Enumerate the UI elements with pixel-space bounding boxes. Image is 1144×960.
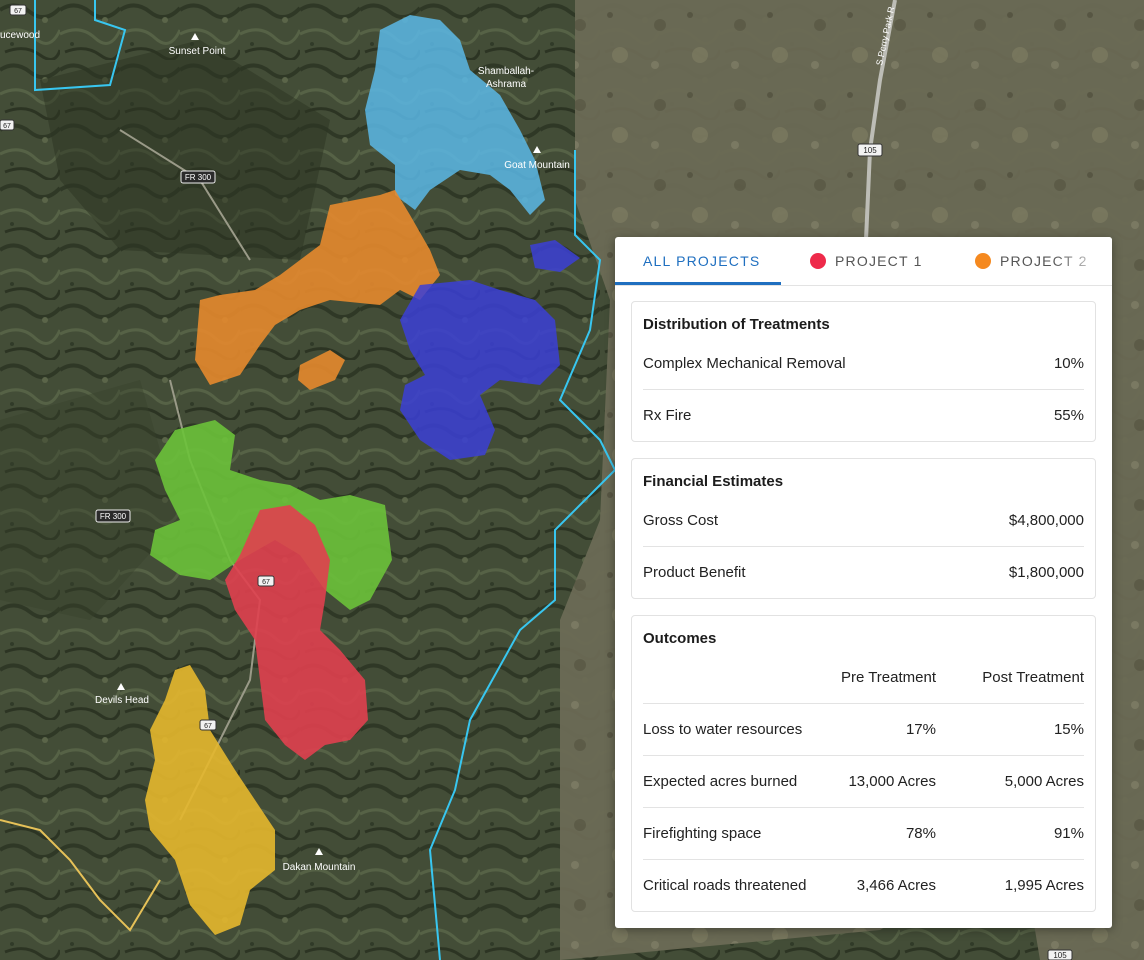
- project-tabs: ALL PROJECTS PROJECT 1 PROJECT 2: [615, 237, 1112, 286]
- place-goat-mountain: Goat Mountain: [504, 146, 570, 171]
- road-shield-105-bottom: 105: [1047, 949, 1073, 960]
- row-label: Rx Fire: [643, 406, 692, 424]
- road-shield-67-c: 67: [257, 575, 275, 587]
- road-shield-67-a: 67: [9, 4, 27, 16]
- project-polygon-red[interactable]: [225, 505, 368, 760]
- road-shield-105-top: 105: [857, 143, 883, 157]
- road-shield-label: 105: [863, 146, 877, 155]
- row-label: Critical roads threatened: [643, 876, 807, 894]
- place-shamballah-ashrama: Shamballah- Ashrama: [478, 66, 534, 90]
- outcomes-card: Outcomes Pre Treatment Post Treatment Lo…: [631, 615, 1096, 912]
- place-label: Dakan Mountain: [283, 862, 356, 873]
- column-header-pre: Pre Treatment: [840, 668, 936, 686]
- road-shield-label: 67: [204, 723, 212, 730]
- row-value: $1,800,000: [1008, 563, 1084, 581]
- road-shield-fr300-top: FR 300: [180, 170, 216, 184]
- place-sunset-point: Sunset Point: [169, 33, 226, 57]
- place-dakan-mountain: Dakan Mountain: [283, 848, 356, 873]
- place-devils-head: Devils Head: [95, 683, 149, 706]
- post-value: 91%: [1053, 824, 1084, 842]
- outcomes-row: Firefighting space 78% 91%: [643, 807, 1084, 859]
- road-shield-label: FR 300: [100, 512, 127, 521]
- financial-card: Financial Estimates Gross Cost $4,800,00…: [631, 458, 1096, 599]
- project-1-color-dot-icon: [810, 253, 826, 269]
- financial-row: Product Benefit $1,800,000: [643, 546, 1084, 598]
- post-value: 5,000 Acres: [1004, 772, 1084, 790]
- row-divider: [643, 546, 1084, 547]
- row-divider: [643, 859, 1084, 860]
- road-shield-label: 67: [3, 123, 11, 130]
- boundary-line-east: [428, 150, 617, 960]
- outcomes-row: Expected acres burned 13,000 Acres 5,000…: [643, 755, 1084, 807]
- row-divider: [643, 389, 1084, 390]
- row-divider: [643, 807, 1084, 808]
- post-value: 15%: [1053, 720, 1084, 738]
- boundary-line-county: [0, 819, 161, 932]
- distribution-row: Complex Mechanical Removal 10%: [643, 337, 1084, 389]
- project-polygon-yellow[interactable]: [145, 665, 275, 935]
- outcomes-row: Loss to water resources 17% 15%: [643, 703, 1084, 755]
- row-label: Expected acres burned: [643, 772, 798, 790]
- boundary-line: [34, 0, 127, 92]
- row-label: Product Benefit: [643, 563, 746, 581]
- row-value: $4,800,000: [1008, 511, 1084, 529]
- card-title: Distribution of Treatments: [643, 316, 830, 333]
- pre-value: 78%: [905, 824, 936, 842]
- card-title: Financial Estimates: [643, 473, 784, 490]
- distribution-row: Rx Fire 55%: [643, 389, 1084, 441]
- place-label: Devils Head: [95, 695, 149, 706]
- post-value: 1,995 Acres: [1004, 876, 1084, 894]
- pre-value: 3,466 Acres: [856, 876, 936, 894]
- tab-project-1[interactable]: PROJECT 1: [810, 237, 923, 285]
- place-sprucewood-label: ucewood: [0, 30, 40, 41]
- row-divider: [643, 755, 1084, 756]
- column-header-post: Post Treatment: [982, 668, 1084, 686]
- tab-label: PROJECT 1: [835, 253, 923, 269]
- tab-project-2[interactable]: PROJECT 2: [975, 237, 1088, 285]
- road-105: [864, 0, 897, 241]
- row-value: 55%: [1053, 406, 1084, 424]
- road-shield-label: 67: [14, 8, 22, 15]
- forest-shadow-2: [0, 380, 180, 620]
- row-label: Complex Mechanical Removal: [643, 354, 846, 372]
- active-tab-indicator: [615, 282, 781, 285]
- row-divider: [643, 703, 1084, 704]
- outcomes-header-row: Pre Treatment Post Treatment: [643, 651, 1084, 703]
- project-polygon-orange[interactable]: [195, 190, 440, 385]
- place-label: Shamballah-: [478, 66, 534, 77]
- forest-shadow: [40, 40, 330, 260]
- road-shield-67-d: 67: [199, 719, 217, 731]
- project-polygon-light-blue[interactable]: [365, 15, 545, 215]
- row-label: Firefighting space: [643, 824, 762, 842]
- tab-label: PROJECT 2: [1000, 253, 1088, 269]
- outcomes-row: Critical roads threatened 3,466 Acres 1,…: [643, 859, 1084, 911]
- project-2-color-dot-icon: [975, 253, 991, 269]
- distribution-card: Distribution of Treatments Complex Mecha…: [631, 301, 1096, 442]
- pre-value: 13,000 Acres: [848, 772, 936, 790]
- place-label: Goat Mountain: [504, 160, 570, 171]
- row-label: Loss to water resources: [643, 720, 803, 738]
- row-value: 10%: [1053, 354, 1084, 372]
- place-label: Ashrama: [486, 79, 526, 90]
- road-shield-label: 67: [262, 579, 270, 586]
- road-shield-fr300-bottom: FR 300: [95, 509, 131, 523]
- financial-row: Gross Cost $4,800,000: [643, 494, 1084, 546]
- road-shield-label: FR 300: [185, 173, 212, 182]
- road-shield-67-b: 67: [0, 119, 15, 131]
- tab-all-projects[interactable]: ALL PROJECTS: [643, 237, 760, 285]
- pre-value: 17%: [905, 720, 936, 738]
- place-label: Sunset Point: [169, 46, 226, 57]
- project-polygon-orange-east[interactable]: [298, 350, 345, 390]
- card-title: Outcomes: [643, 630, 717, 647]
- row-label: Gross Cost: [643, 511, 719, 529]
- road-shield-label: 105: [1053, 951, 1067, 960]
- project-polygon-dark-blue[interactable]: [400, 240, 580, 460]
- project-summary-panel: ALL PROJECTS PROJECT 1 PROJECT 2 Distrib…: [615, 237, 1112, 928]
- tab-label: ALL PROJECTS: [643, 253, 761, 269]
